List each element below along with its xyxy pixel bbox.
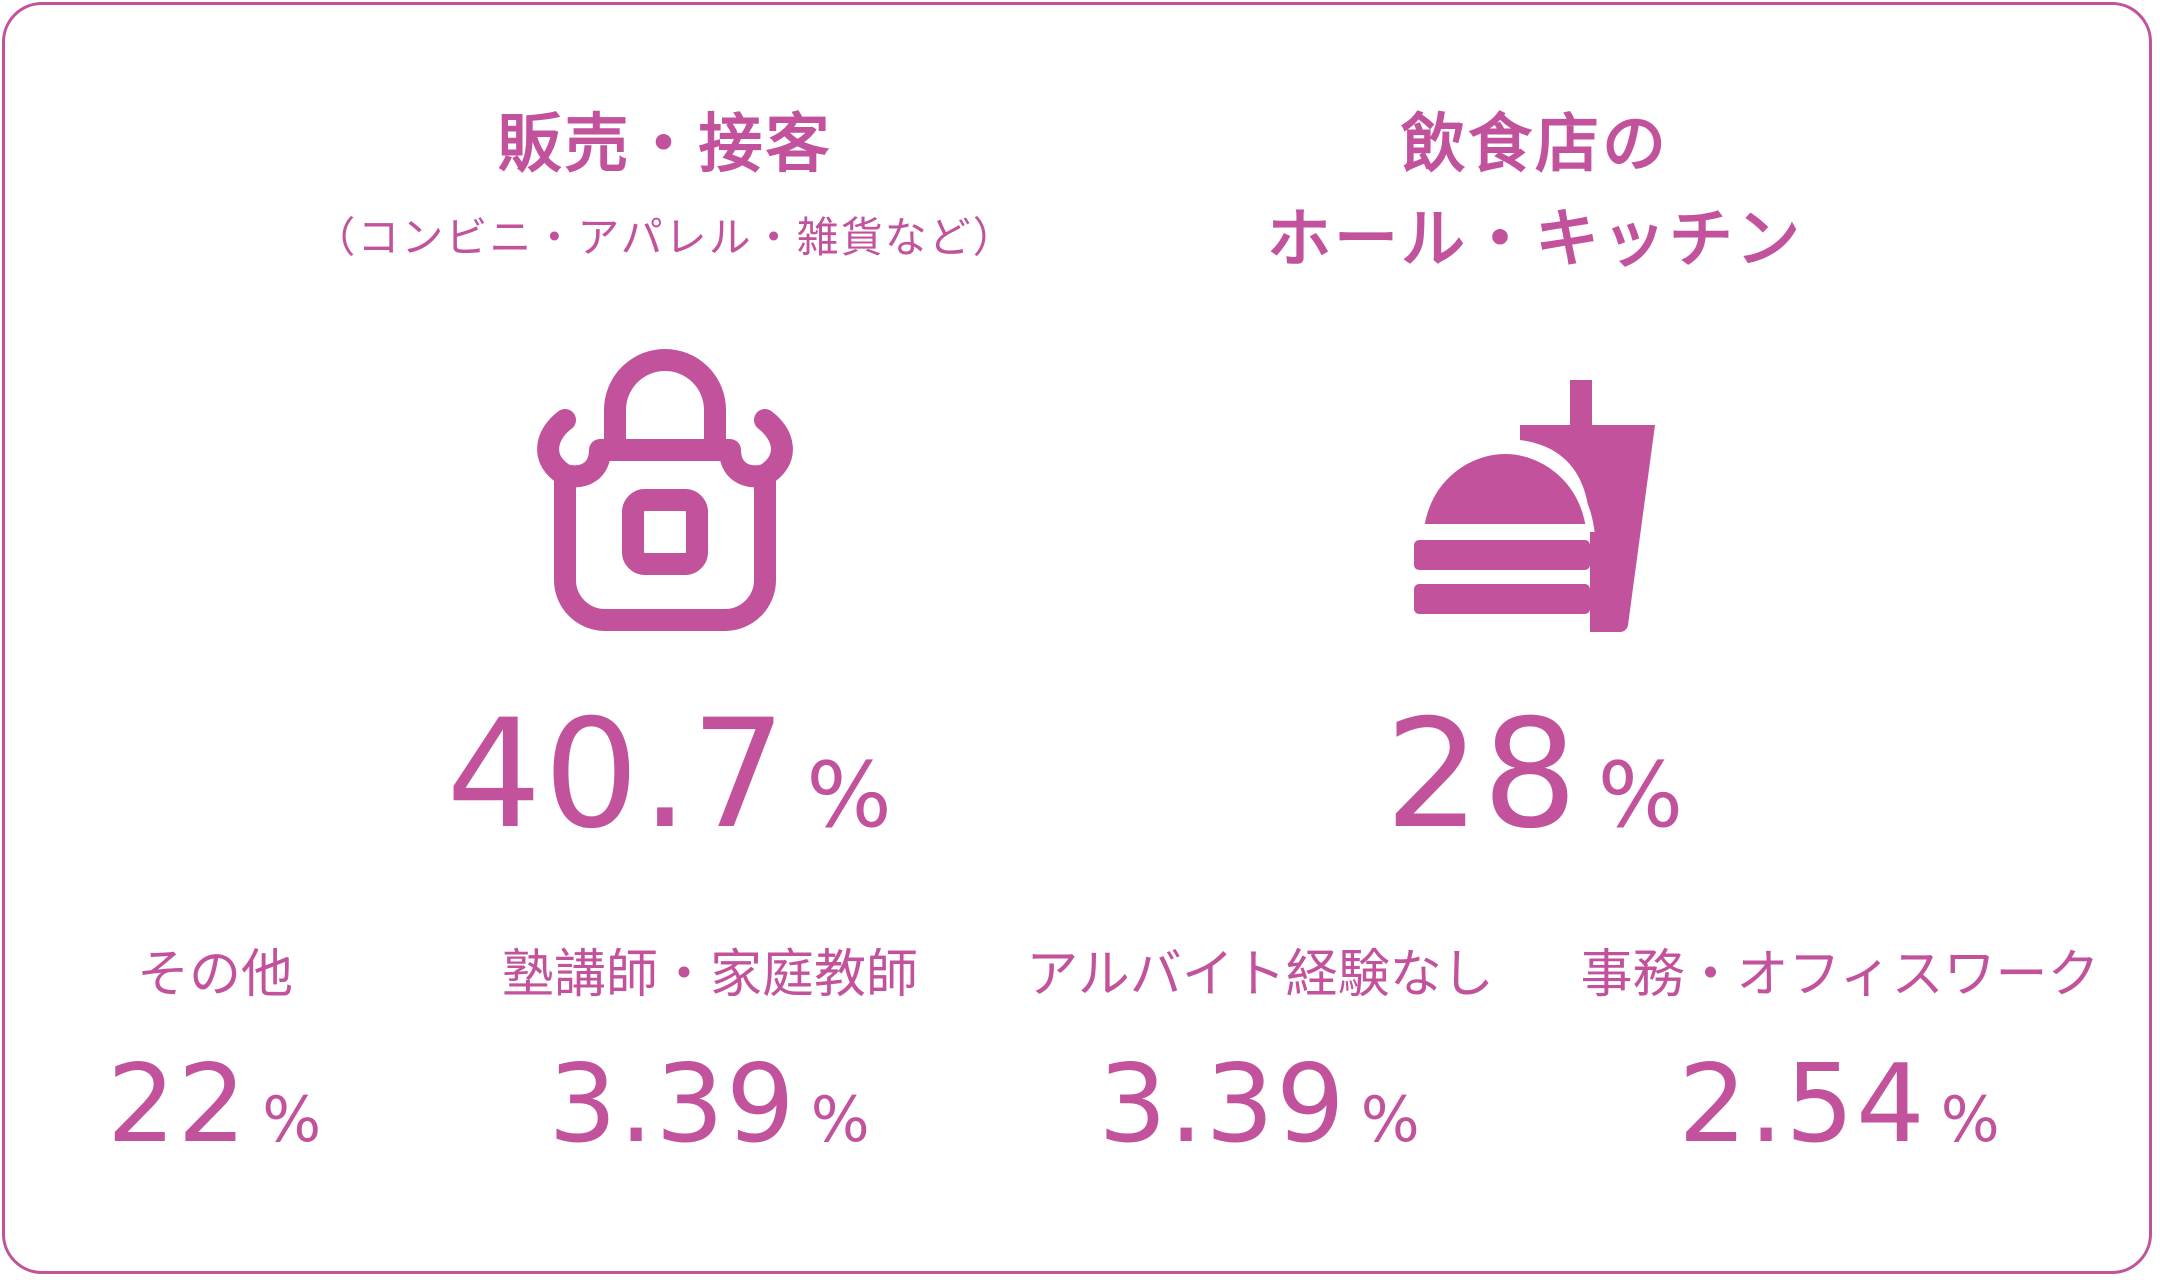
category-subtitle-sales: （コンビニ・アパレル・雑貨など） bbox=[313, 213, 1017, 262]
other-value-unit: % bbox=[1360, 1083, 1422, 1156]
value-restaurant: 28% bbox=[1150, 690, 1920, 881]
other-value-number: 2.54 bbox=[1678, 1042, 1927, 1167]
value-restaurant-number: 28 bbox=[1384, 688, 1580, 862]
other-value-number: 3.39 bbox=[1098, 1042, 1347, 1167]
value-sales-unit: % bbox=[806, 743, 894, 848]
other-value-number: 3.39 bbox=[548, 1042, 797, 1167]
value-sales-number: 40.7 bbox=[446, 688, 789, 862]
value-restaurant-unit: % bbox=[1597, 743, 1686, 848]
other-value-unit: % bbox=[262, 1083, 324, 1156]
category-title-sales: 販売・接客 bbox=[497, 108, 833, 182]
category-title-restaurant-line1: 飲食店の bbox=[1401, 108, 1669, 182]
other-label-no-experience: アルバイト経験なし bbox=[1026, 945, 1494, 1005]
other-value-unit: % bbox=[810, 1083, 872, 1156]
other-label-tutor: 塾講師・家庭教師 bbox=[501, 945, 918, 1005]
apron-icon bbox=[537, 349, 793, 631]
category-title-restaurant-line2: ホール・キッチン bbox=[1267, 203, 1803, 277]
burger-drink-icon bbox=[1414, 380, 1655, 633]
other-value-tutor: 3.39% bbox=[440, 1040, 980, 1185]
other-label-other: その他 bbox=[136, 945, 293, 1005]
other-value-other: 22% bbox=[60, 1040, 370, 1185]
other-label-office: 事務・オフィスワーク bbox=[1580, 945, 2100, 1005]
other-value-number: 22 bbox=[106, 1042, 249, 1167]
value-sales: 40.7% bbox=[300, 690, 1040, 881]
other-value-no-experience: 3.39% bbox=[990, 1040, 1530, 1185]
other-value-office: 2.54% bbox=[1560, 1040, 2120, 1185]
other-value-unit: % bbox=[1940, 1083, 2002, 1156]
